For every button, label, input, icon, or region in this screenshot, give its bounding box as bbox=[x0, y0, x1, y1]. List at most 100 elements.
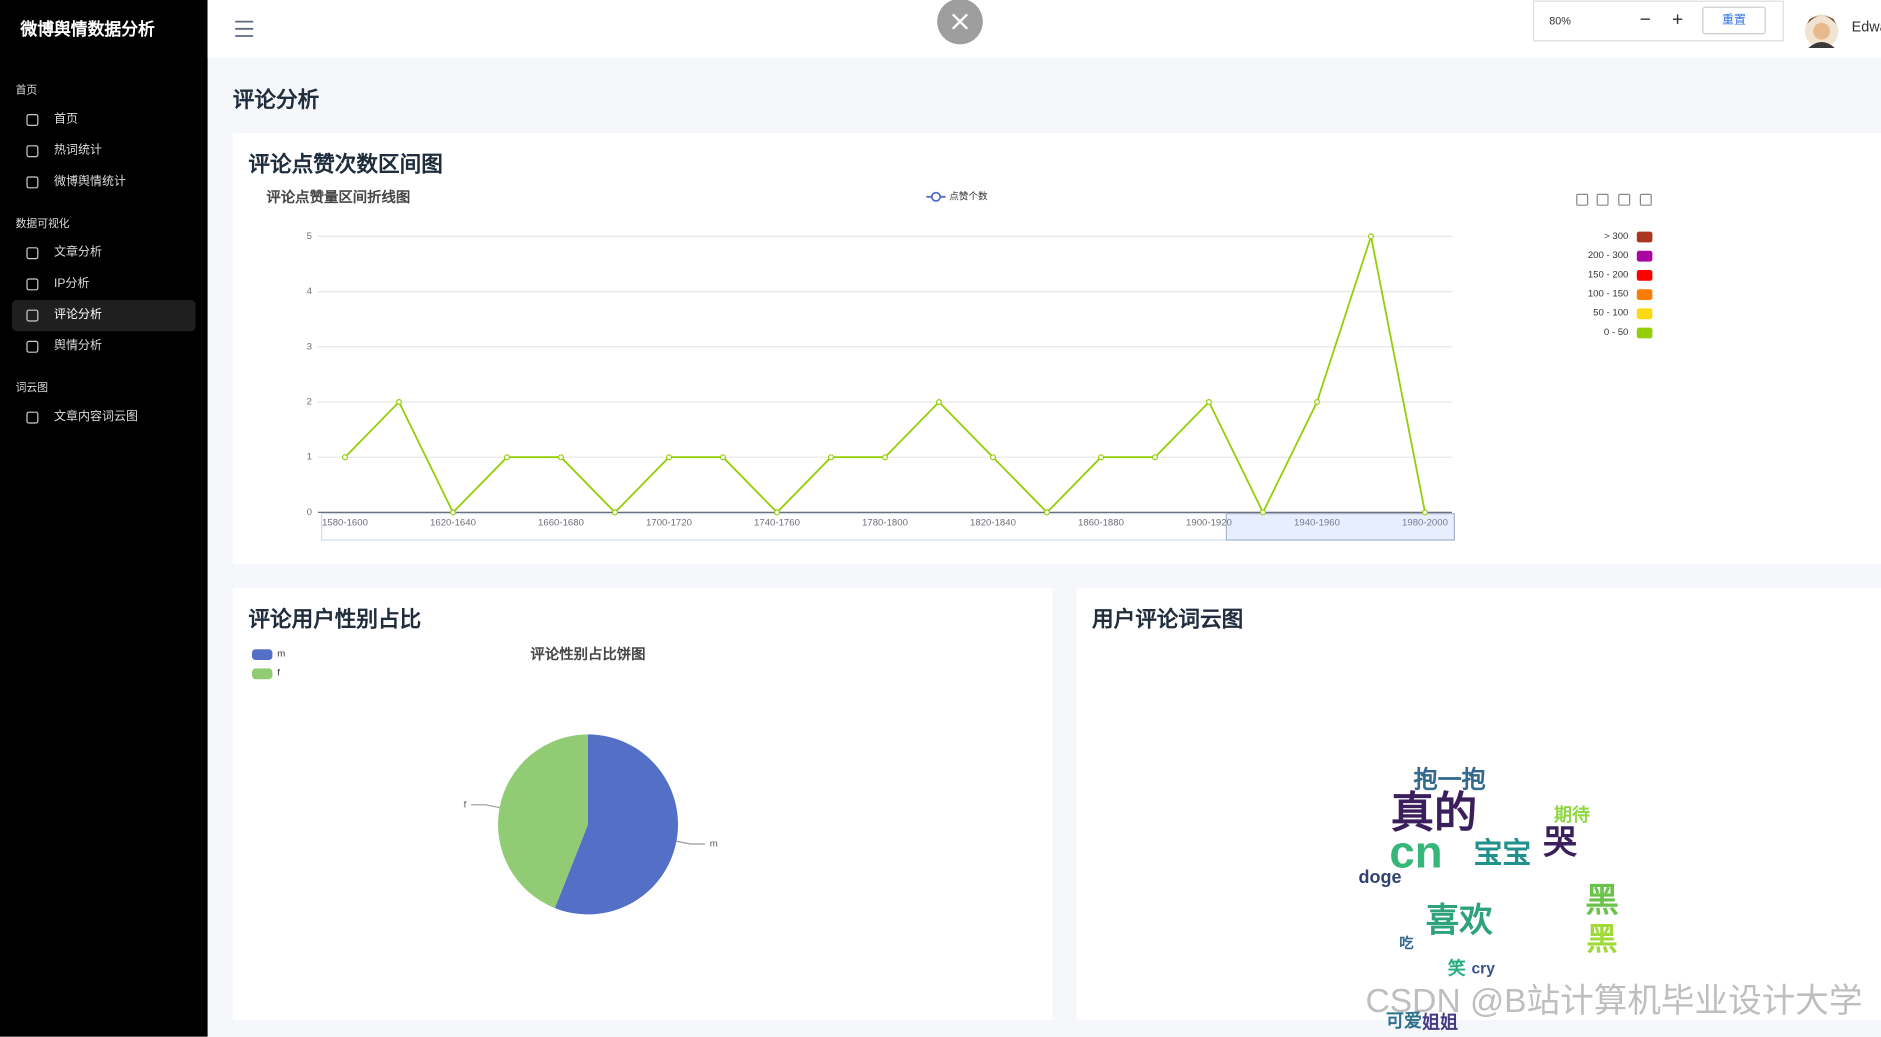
point bbox=[1152, 454, 1159, 461]
nav-item[interactable]: 首页 bbox=[12, 104, 196, 135]
point bbox=[1044, 509, 1051, 516]
card-title: 用户评论词云图 bbox=[1092, 607, 1244, 632]
point bbox=[936, 399, 943, 406]
header: 80% − + 重置 Edwa bbox=[207, 0, 1881, 58]
zoom-level: 80% bbox=[1549, 15, 1571, 27]
visual-map-label[interactable]: 0 - 50 bbox=[1604, 327, 1629, 338]
point bbox=[1206, 399, 1213, 406]
visual-map-label[interactable]: 50 - 100 bbox=[1593, 308, 1628, 319]
visual-map-label[interactable]: > 300 bbox=[1604, 231, 1628, 242]
cloud-word: 哭 bbox=[1543, 825, 1577, 862]
nav-item[interactable]: 舆情分析 bbox=[12, 331, 196, 362]
card: 用户评论词云图 bbox=[1076, 588, 1881, 1021]
legend-marker bbox=[930, 191, 942, 202]
legend-label[interactable]: f bbox=[277, 668, 280, 679]
nav-section: 词云图 bbox=[15, 381, 49, 394]
legend-label[interactable]: m bbox=[277, 649, 285, 660]
point bbox=[1422, 509, 1429, 516]
x-tick-label: 1900-1920 bbox=[1186, 518, 1232, 529]
card-title: 评论点赞次数区间图 bbox=[248, 152, 443, 177]
sidebar: 微博舆情数据分析 首页 首页 热词统计 微博舆情统计 数据可视化 文章分析 IP分析 评论分析… bbox=[0, 0, 208, 1037]
nav-item[interactable]: 评论分析 bbox=[12, 300, 196, 332]
point bbox=[558, 454, 565, 461]
legend-label[interactable]: 点赞个数 bbox=[949, 190, 988, 202]
point bbox=[1260, 509, 1267, 516]
nav-item[interactable]: 文章分析 bbox=[12, 238, 196, 269]
cloud-word: doge bbox=[1359, 867, 1402, 887]
visual-map-label[interactable]: 100 - 150 bbox=[1588, 289, 1629, 300]
page-title: 评论分析 bbox=[232, 87, 320, 112]
y-tick-label: 2 bbox=[307, 397, 312, 408]
cloud-word: cn bbox=[1389, 827, 1442, 878]
close-button[interactable] bbox=[937, 0, 983, 45]
point bbox=[828, 454, 835, 461]
zoom-out[interactable]: − bbox=[1640, 9, 1651, 30]
point bbox=[990, 454, 997, 461]
card-title: 评论用户性别占比 bbox=[248, 607, 422, 632]
nav: 首页 首页 热词统计 微博舆情统计 数据可视化 文章分析 IP分析 评论分析 舆情分析 词云图 文章… bbox=[0, 65, 208, 433]
point bbox=[504, 454, 511, 461]
cloud-word: 黑 bbox=[1585, 882, 1619, 919]
point bbox=[1098, 454, 1105, 461]
nav-item[interactable]: 热词统计 bbox=[12, 136, 196, 167]
toolbox-icon[interactable] bbox=[1639, 193, 1652, 206]
header-icons: 80% − + 重置 Edwa bbox=[235, 0, 1881, 48]
menu-toggle[interactable] bbox=[235, 20, 254, 37]
visual-map-swatch bbox=[1636, 250, 1653, 262]
point bbox=[450, 509, 457, 516]
toolbox-icon[interactable] bbox=[1596, 193, 1609, 206]
label-line bbox=[471, 804, 500, 809]
cloud-word: 笑 bbox=[1448, 957, 1466, 978]
x-tick-label: 1860-1880 bbox=[1078, 518, 1124, 529]
point bbox=[774, 509, 781, 516]
visual-map-swatch bbox=[1636, 231, 1653, 243]
line bbox=[344, 232, 1426, 515]
x-tick-label: 1740-1760 bbox=[754, 518, 800, 529]
point bbox=[612, 509, 619, 516]
zoom-window[interactable] bbox=[1225, 513, 1456, 541]
pie-slice[interactable] bbox=[554, 734, 679, 915]
point bbox=[342, 454, 349, 461]
toolbox-icon[interactable] bbox=[1618, 193, 1631, 206]
point bbox=[882, 454, 889, 461]
nav-section: 首页 bbox=[15, 84, 38, 96]
user-name[interactable]: Edwa bbox=[1852, 19, 1881, 35]
reset-label[interactable]: 重置 bbox=[1722, 13, 1746, 27]
reset-button[interactable] bbox=[1702, 6, 1766, 35]
toolbox-icon[interactable] bbox=[1576, 193, 1589, 206]
x-tick-label: 1980-2000 bbox=[1402, 518, 1448, 529]
cloud-word: 吃 bbox=[1399, 934, 1414, 952]
y-tick-label: 3 bbox=[307, 341, 312, 352]
visual-map-swatch bbox=[1636, 289, 1653, 300]
cloud-word: 抱一抱 bbox=[1414, 766, 1486, 794]
cloud-word: cry bbox=[1471, 961, 1495, 978]
cloud-word: 真的 bbox=[1391, 789, 1477, 837]
avatar[interactable] bbox=[1804, 14, 1839, 48]
cloud-word: 喜欢 bbox=[1426, 902, 1494, 940]
cloud-word: 黑 bbox=[1586, 922, 1617, 957]
nav-item[interactable]: 文章内容词云图 bbox=[12, 402, 196, 433]
point bbox=[396, 399, 403, 406]
x-tick-label: 1580-1600 bbox=[322, 518, 368, 529]
pie-slice[interactable] bbox=[498, 734, 588, 909]
pie-label: m bbox=[710, 838, 718, 849]
nav-item[interactable]: 微博舆情统计 bbox=[12, 167, 196, 198]
watermark: CSDN @B站计算机毕业设计大学 bbox=[1366, 982, 1863, 1020]
y-tick-label: 4 bbox=[307, 286, 313, 297]
x-tick-label: 1820-1840 bbox=[970, 518, 1016, 529]
nav-item[interactable]: IP分析 bbox=[12, 269, 196, 300]
nav-section: 数据可视化 bbox=[15, 217, 70, 230]
legend-swatch bbox=[252, 668, 273, 680]
zoom-in[interactable]: + bbox=[1672, 9, 1683, 30]
legend-swatch bbox=[252, 649, 273, 660]
visual-map-label[interactable]: 150 - 200 bbox=[1588, 269, 1629, 280]
visual-map-swatch bbox=[1636, 327, 1653, 339]
cloud-word: 姐姐 bbox=[1422, 1011, 1458, 1032]
visual-map-label[interactable]: 200 - 300 bbox=[1588, 250, 1629, 261]
visual-map-swatch bbox=[1636, 270, 1653, 281]
cloud-word: 可爱 bbox=[1386, 1011, 1422, 1031]
point bbox=[1368, 233, 1375, 240]
